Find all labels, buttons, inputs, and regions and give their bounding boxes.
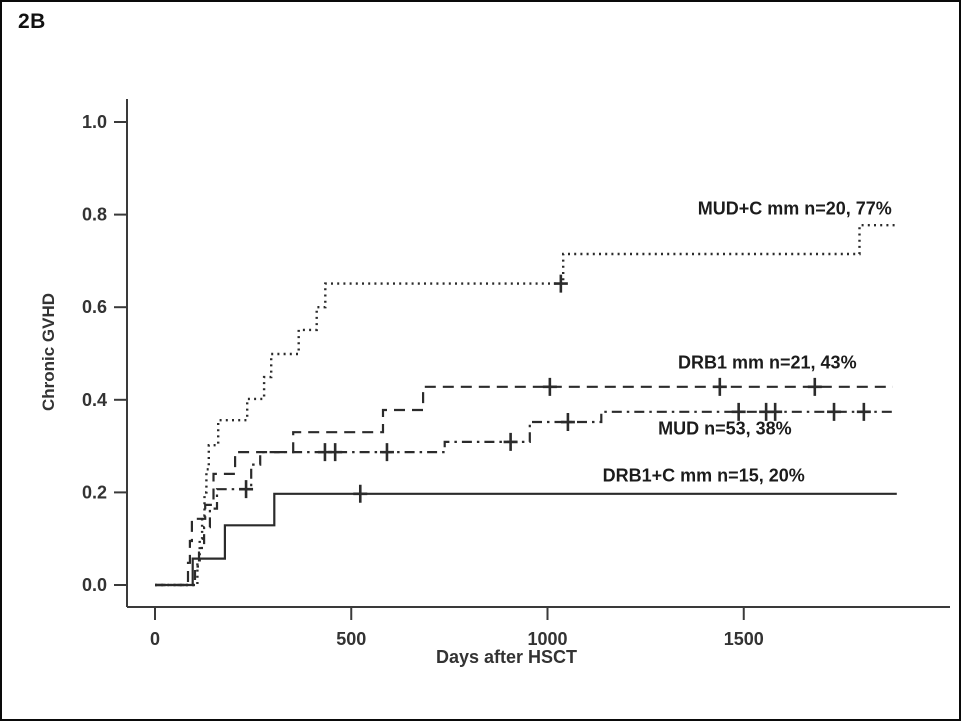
y-axis-title: Chronic GVHD (39, 293, 58, 411)
curve-drb1-c-mm (155, 492, 897, 587)
series-mud: MUD n=53, 38% (155, 402, 895, 587)
curve-mud-c-mm (155, 224, 897, 587)
censor-mark (560, 413, 575, 432)
censor-mark (379, 443, 394, 462)
y-tick-label: 0.6 (82, 297, 107, 317)
censor-mark (553, 274, 568, 293)
curve-drb1-mm (155, 385, 893, 587)
curve-mud (155, 410, 895, 587)
figure-panel-label: 2B (18, 10, 46, 33)
x-tick-label: 1000 (527, 629, 567, 649)
series-drb1-c-mm: DRB1+C mm n=15, 20% (155, 465, 897, 587)
y-tick-label: 0.2 (82, 482, 107, 502)
x-tick-label: 0 (150, 629, 160, 649)
censor-mark (503, 432, 518, 451)
censor-mark (731, 402, 746, 421)
series-label-drb1-c-mm: DRB1+C mm n=15, 20% (603, 465, 805, 485)
axes: 0.0 0.2 0.4 0.6 0.8 1.0 0 500 1000 1500 Days after… (39, 99, 950, 667)
x-tick-label: 500 (336, 629, 366, 649)
y-tick-label: 0.8 (82, 205, 107, 225)
censor-mark (768, 402, 783, 421)
censor-mark (542, 377, 557, 396)
series-drb1-mm: DRB1 mm n=21, 43% (155, 352, 893, 587)
censor-mark (328, 443, 343, 462)
censor-mark (712, 377, 727, 396)
censor-mark (239, 480, 254, 499)
censor-mark (856, 402, 871, 421)
x-axis-title: Days after HSCT (436, 647, 577, 667)
series-label-mud-c-mm: MUD+C mm n=20, 77% (698, 199, 892, 219)
y-tick-label: 0.0 (82, 575, 107, 595)
censor-mark (827, 402, 842, 421)
series-label-mud: MUD n=53, 38% (658, 419, 792, 439)
series-label-drb1-mm: DRB1 mm n=21, 43% (678, 352, 857, 372)
x-tick-label: 1500 (724, 629, 764, 649)
series-mud-c-mm: MUD+C mm n=20, 77% (155, 199, 897, 587)
y-tick-label: 1.0 (82, 112, 107, 132)
censor-mark (353, 484, 368, 503)
y-tick-label: 0.4 (82, 390, 107, 410)
censor-mark (807, 377, 822, 396)
